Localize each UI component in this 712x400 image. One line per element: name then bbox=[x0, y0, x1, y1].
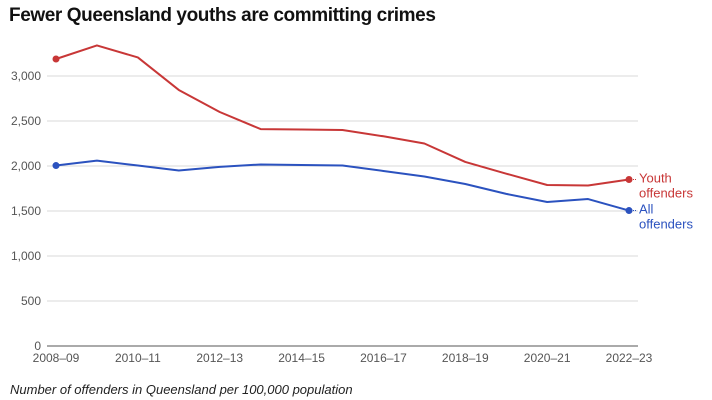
x-tick-label: 2020–21 bbox=[524, 351, 571, 365]
chart-title: Fewer Queensland youths are committing c… bbox=[9, 5, 436, 26]
series-line-youth bbox=[55, 44, 630, 187]
start-point-marker bbox=[52, 162, 60, 170]
series-label-line: offenders bbox=[639, 217, 693, 232]
series-label-line: offenders bbox=[639, 186, 693, 201]
y-tick-label: 2,500 bbox=[11, 114, 41, 128]
y-axis-ticks: 0 500 1,000 1,500 2,000 2,500 3,000 bbox=[11, 69, 41, 353]
x-tick-label: 2012–13 bbox=[196, 351, 243, 365]
y-tick-label: 3,000 bbox=[11, 69, 41, 83]
x-tick-label: 2016–17 bbox=[360, 351, 407, 365]
x-tick-label: 2022–23 bbox=[606, 351, 653, 365]
chart-caption: Number of offenders in Queensland per 10… bbox=[10, 382, 353, 397]
x-tick-label: 2008–09 bbox=[33, 351, 80, 365]
y-tick-label: 500 bbox=[21, 294, 41, 308]
start-point-marker bbox=[52, 55, 60, 63]
series-lines bbox=[52, 44, 633, 215]
y-tick-label: 1,000 bbox=[11, 249, 41, 263]
end-point-marker bbox=[625, 207, 633, 215]
y-tick-label: 2,000 bbox=[11, 159, 41, 173]
gridlines bbox=[47, 75, 638, 347]
series-label: All offenders bbox=[639, 202, 693, 232]
series-label-line: Youth bbox=[639, 171, 672, 186]
series-label: Youth offenders bbox=[639, 171, 693, 201]
series-line-all bbox=[55, 159, 630, 212]
x-tick-label: 2010–11 bbox=[115, 351, 161, 365]
x-tick-label: 2018–19 bbox=[442, 351, 489, 365]
y-tick-label: 0 bbox=[34, 339, 41, 353]
end-point-marker bbox=[625, 176, 633, 183]
series-label-line: All bbox=[639, 202, 654, 217]
x-tick-label: 2014–15 bbox=[278, 351, 325, 365]
x-axis-ticks: 2008–09 2010–11 2012–13 2014–15 2016–17 2018–… bbox=[33, 351, 653, 365]
y-tick-label: 1,500 bbox=[11, 204, 41, 218]
